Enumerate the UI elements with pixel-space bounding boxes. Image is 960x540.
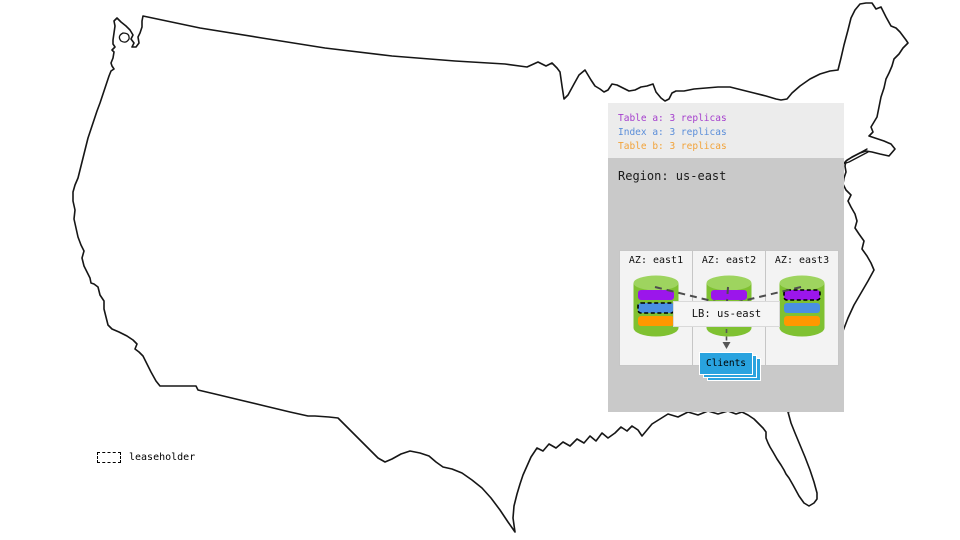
clients-stack: Clients bbox=[699, 352, 761, 381]
cylinder-top bbox=[779, 275, 825, 291]
az-title: AZ: east3 bbox=[774, 255, 830, 266]
replica-bar-index-a bbox=[637, 302, 675, 314]
puget-sound-island bbox=[118, 32, 130, 43]
replica-bar-table-b bbox=[638, 316, 674, 326]
load-balancer-box: LB: us-east bbox=[673, 301, 780, 327]
legend-item-index-a: Index a: 3 replicas bbox=[618, 127, 727, 138]
cylinder-top bbox=[706, 275, 752, 291]
legend-item-table-a: Table a: 3 replicas bbox=[618, 113, 727, 124]
region-diagram-panel: Table a: 3 replicas Index a: 3 replicas … bbox=[608, 103, 844, 412]
legend-item-table-b: Table b: 3 replicas bbox=[618, 141, 727, 152]
az-title: AZ: east1 bbox=[628, 255, 684, 266]
replica-legend: Table a: 3 replicas Index a: 3 replicas … bbox=[608, 103, 844, 158]
clients-box: Clients bbox=[699, 352, 753, 375]
region-box: Region: us-east AZ: east1 AZ: east2 bbox=[608, 158, 844, 412]
long-island-outline bbox=[842, 148, 869, 165]
replica-bar-table-a bbox=[638, 290, 674, 300]
leaseholder-key: leaseholder bbox=[97, 450, 195, 464]
replica-bar-table-b bbox=[784, 316, 820, 326]
region-title: Region: us-east bbox=[618, 169, 727, 183]
leaseholder-dashed-swatch-icon bbox=[97, 451, 121, 463]
clients-label: Clients bbox=[705, 358, 747, 369]
cylinder-top bbox=[633, 275, 679, 291]
database-cylinder-icon bbox=[779, 275, 825, 337]
leaseholder-key-label: leaseholder bbox=[129, 451, 196, 463]
us-map-border-path bbox=[72, 2, 909, 533]
replica-bar-table-a bbox=[783, 289, 821, 301]
load-balancer-label: LB: us-east bbox=[691, 308, 762, 320]
az-title: AZ: east2 bbox=[701, 255, 757, 266]
replica-bar-index-a bbox=[784, 303, 820, 313]
replica-bar-table-a bbox=[711, 290, 747, 300]
